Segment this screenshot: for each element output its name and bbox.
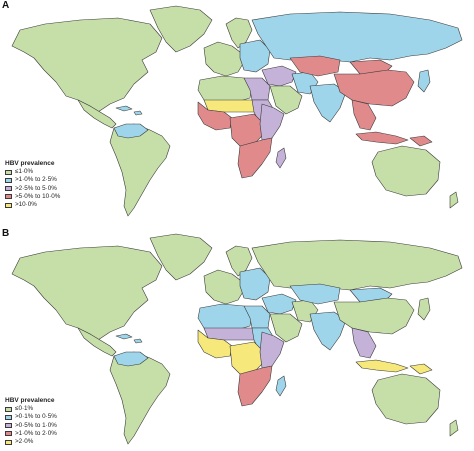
region-madagascar	[275, 375, 287, 397]
legend-label: >2·5% to 5·0%	[15, 184, 57, 192]
legend-item: >1·0% to 2·0%	[5, 430, 57, 438]
legend-label: >1·0% to 2·5%	[15, 176, 57, 184]
region-west-africa	[197, 329, 233, 359]
region-australia	[371, 145, 441, 197]
region-new-zealand	[449, 191, 459, 209]
region-greenland	[149, 233, 213, 281]
legend-swatch	[5, 406, 12, 412]
legend-label: >5·0% to 10·0%	[15, 192, 61, 200]
world-map	[11, 5, 463, 217]
region-venezuela	[113, 123, 149, 139]
region-central-asia	[289, 283, 341, 305]
legend-item: >10·0%	[5, 201, 60, 209]
legend-swatch	[5, 202, 12, 208]
region-southern-africa	[237, 365, 273, 407]
legend-item: ≤1·0%	[5, 168, 60, 176]
legend-title: HBV prevalence	[5, 397, 55, 404]
legend-swatch	[5, 439, 12, 445]
legend-swatch	[5, 178, 12, 183]
region-middle-east	[261, 293, 297, 315]
legend-swatch	[5, 169, 12, 175]
region-caribbean	[115, 105, 143, 116]
region-eastern-europe	[239, 39, 271, 73]
legend-item: >5·0% to 10·0%	[5, 193, 60, 201]
panel-letter: A	[2, 0, 10, 11]
region-middle-east	[261, 65, 297, 87]
region-arabia	[269, 313, 303, 343]
region-russia	[251, 239, 463, 291]
region-scandinavia	[225, 245, 253, 277]
region-scandinavia	[225, 17, 253, 49]
region-south-asia	[309, 83, 347, 123]
legend-title: HBV prevalence	[5, 160, 55, 167]
region-east-africa	[259, 103, 285, 141]
legend-swatch	[5, 423, 12, 429]
legend-label: >2·0%	[15, 438, 34, 446]
region-north-africa	[197, 303, 253, 331]
map-panel-b: B HBV prevalence ≤0·1% >0·1% to 0·5% >0·5%…	[0, 228, 474, 451]
region-caribbean	[115, 333, 143, 344]
region-japan	[417, 69, 431, 93]
region-western-europe	[203, 41, 245, 77]
region-central-africa	[229, 341, 263, 375]
legend-swatch	[5, 431, 12, 437]
region-east-africa	[259, 331, 285, 369]
region-new-zealand	[449, 419, 459, 437]
legend-label: ≤1·0%	[15, 168, 34, 176]
legend-label: >1·0% to 2·0%	[15, 429, 57, 437]
region-venezuela	[113, 351, 149, 367]
region-south-america	[109, 351, 171, 445]
legend-label: >0·5% to 1·0%	[15, 421, 57, 429]
region-south-america	[109, 123, 171, 217]
region-indonesia	[355, 359, 409, 373]
legend-swatch	[5, 415, 12, 420]
legend-item: ≤0·1%	[5, 405, 57, 413]
region-eastern-europe	[239, 267, 271, 301]
region-north-america	[11, 245, 163, 341]
region-png	[409, 135, 433, 147]
legend-item: >2·5% to 5·0%	[5, 185, 60, 193]
region-southeast-asia	[351, 327, 377, 359]
region-china	[333, 297, 415, 335]
map-panel-a: A HBV prevalence ≤1·0% >1·0% to 2·5% >2·5%…	[2, 0, 463, 217]
legend: HBV prevalence ≤0·1% >0·1% to 0·5% >0·5% t…	[5, 397, 57, 446]
region-russia	[251, 11, 463, 63]
region-central-asia	[289, 55, 341, 77]
region-western-europe	[203, 269, 245, 305]
region-central-america	[77, 327, 117, 357]
world-map	[11, 233, 463, 445]
legend-label: >10·0%	[15, 201, 37, 209]
legend-item: >2·0%	[5, 438, 57, 446]
legend-item: >0·5% to 1·0%	[5, 422, 57, 430]
region-arabia	[269, 85, 303, 115]
legend: HBV prevalence ≤1·0% >1·0% to 2·5% >2·5% t…	[5, 160, 60, 209]
panel-letter: B	[2, 228, 10, 239]
region-north-america	[11, 17, 163, 113]
region-japan	[417, 297, 431, 321]
legend-label: ≤0·1%	[15, 405, 34, 413]
legend-item: >0·1% to 0·5%	[5, 413, 57, 421]
region-png	[409, 363, 433, 375]
region-southeast-asia	[351, 99, 377, 131]
legend-swatch	[5, 186, 12, 192]
region-southern-africa	[237, 137, 273, 179]
region-madagascar	[275, 147, 287, 169]
region-north-africa	[197, 75, 253, 103]
region-china	[333, 69, 415, 107]
legend-label: >0·1% to 0·5%	[15, 413, 57, 421]
legend-swatch	[5, 194, 12, 200]
region-central-africa	[229, 113, 263, 147]
region-west-africa	[197, 101, 233, 131]
region-greenland	[149, 5, 213, 53]
region-australia	[371, 373, 441, 425]
legend-item: >1·0% to 2·5%	[5, 176, 60, 184]
region-indonesia	[355, 131, 409, 145]
region-central-america	[77, 99, 117, 129]
region-south-asia	[309, 311, 347, 351]
